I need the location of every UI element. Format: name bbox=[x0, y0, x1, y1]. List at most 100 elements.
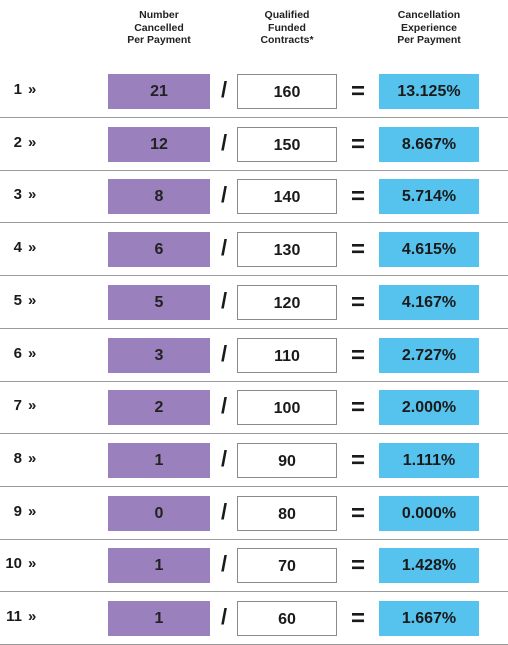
payment-number: 4» bbox=[0, 220, 37, 276]
payment-number-value: 4 bbox=[13, 239, 22, 257]
row-divider bbox=[0, 169, 508, 171]
chevron-right-icon: » bbox=[28, 344, 37, 362]
payment-number-value: 8 bbox=[13, 449, 22, 467]
payment-number: 8» bbox=[0, 431, 37, 487]
cancellation-experience-value: 5.714% bbox=[379, 179, 479, 215]
table-row: 4» 6/130 = 4.615% bbox=[0, 220, 508, 277]
table-row: 11 » 1 / 60 = 1.667% bbox=[0, 589, 508, 645]
header-line: Number bbox=[139, 9, 179, 21]
equals-symbol: = bbox=[350, 552, 365, 580]
payment-number: 7» bbox=[0, 378, 37, 434]
row-divider bbox=[0, 222, 508, 224]
funded-contracts-count: 140 bbox=[237, 179, 337, 215]
chevron-right-icon: » bbox=[28, 186, 37, 204]
row-divider bbox=[0, 433, 508, 435]
payment-number: 10 » bbox=[0, 536, 36, 592]
funded-contracts-count: 60 bbox=[237, 601, 337, 636]
payment-number-value: 6 bbox=[13, 344, 22, 362]
table-row: 5» 5/120 = 4.167% bbox=[0, 273, 508, 329]
header-line: Per Payment bbox=[127, 34, 191, 46]
chevron-right-icon: » bbox=[28, 291, 37, 309]
chevron-right-icon: » bbox=[28, 502, 37, 520]
chevron-right-icon: » bbox=[28, 133, 37, 151]
equals-symbol: = bbox=[350, 341, 365, 369]
chevron-right-icon: » bbox=[28, 449, 37, 467]
equals-symbol: = bbox=[350, 130, 365, 158]
payment-number: 11 » bbox=[0, 589, 36, 645]
divide-symbol: / bbox=[220, 498, 228, 524]
chevron-right-icon: » bbox=[28, 397, 37, 415]
equals-symbol: = bbox=[350, 446, 365, 474]
chevron-right-icon: » bbox=[28, 239, 37, 257]
header-line: Experience bbox=[400, 21, 458, 34]
funded-contracts-count: 160 bbox=[237, 74, 337, 109]
cancellation-experience-value: 4.167% bbox=[379, 284, 479, 320]
equals-symbol: = bbox=[350, 183, 365, 211]
divide-symbol: / bbox=[220, 287, 228, 313]
row-divider bbox=[0, 591, 508, 593]
payment-number: 5» bbox=[0, 273, 37, 329]
payment-number-value: 11 bbox=[6, 608, 22, 625]
divide-symbol: / bbox=[220, 393, 228, 419]
funded-contracts-count: 130 bbox=[237, 232, 337, 268]
funded-contracts-count: 110 bbox=[237, 337, 337, 373]
cancelled-count: 3 bbox=[108, 337, 210, 373]
cancellation-experience-value: 2.727% bbox=[379, 337, 479, 373]
payment-number: 1» bbox=[0, 62, 37, 118]
table-row: 1» 21 / 160 = 13.125% bbox=[0, 62, 508, 118]
divide-symbol: / bbox=[220, 182, 228, 208]
table-row: 8» 1/90 = 1.111% bbox=[0, 431, 508, 487]
cancelled-count: 5 bbox=[108, 284, 210, 320]
funded-contracts-count: 120 bbox=[237, 284, 337, 320]
equals-symbol: = bbox=[350, 236, 365, 264]
divide-symbol: / bbox=[220, 445, 228, 471]
header-line: Contracts* bbox=[260, 34, 314, 46]
equals-symbol: = bbox=[350, 288, 365, 316]
table-row: 10 » 1 / 70 = 1.428% bbox=[0, 536, 508, 593]
cancellation-experience-value: 4.615% bbox=[379, 232, 479, 268]
cancelled-count: 1 bbox=[108, 442, 210, 478]
cancelled-count: 1 bbox=[108, 548, 210, 584]
divide-symbol: / bbox=[220, 77, 228, 102]
payment-number: 2» bbox=[0, 115, 37, 171]
payment-number-value: 9 bbox=[13, 502, 22, 520]
cancelled-count: 6 bbox=[108, 232, 210, 268]
equals-symbol: = bbox=[350, 78, 365, 105]
table-row: 3» 8/140 = 5.714% bbox=[0, 167, 508, 224]
table-row: 6 » 3 / 110 = 2.727% bbox=[0, 326, 508, 382]
header-qualified-funded-contracts: Qualified Funded Contracts* bbox=[237, 9, 337, 47]
divide-symbol: / bbox=[220, 604, 228, 629]
payment-number: 9» bbox=[0, 484, 37, 540]
cancelled-count: 0 bbox=[108, 495, 210, 531]
payment-number: 3» bbox=[0, 167, 37, 223]
header-line: Qualified bbox=[264, 9, 310, 21]
funded-contracts-count: 100 bbox=[237, 390, 337, 426]
payment-number-value: 3 bbox=[13, 186, 22, 204]
cancelled-count: 2 bbox=[108, 390, 210, 426]
cancelled-count: 21 bbox=[108, 74, 210, 109]
chevron-right-icon: » bbox=[28, 555, 37, 573]
cancelled-count: 12 bbox=[108, 126, 210, 162]
payment-number-value: 1 bbox=[13, 81, 22, 98]
header-line: Cancellation bbox=[397, 9, 461, 21]
funded-contracts-count: 70 bbox=[237, 548, 337, 584]
header-cancellation-experience: Cancellation Experience Per Payment bbox=[379, 9, 479, 47]
header-line: Per Payment bbox=[397, 34, 461, 46]
equals-symbol: = bbox=[350, 605, 365, 632]
cancellation-experience-value: 1.667% bbox=[379, 601, 479, 636]
row-divider bbox=[0, 380, 508, 382]
header-line: Cancelled bbox=[134, 21, 184, 34]
cancellation-experience-value: 13.125% bbox=[379, 74, 479, 109]
divide-symbol: / bbox=[220, 551, 228, 577]
cancellation-experience-value: 1.111% bbox=[379, 442, 479, 478]
row-divider bbox=[0, 327, 508, 329]
funded-contracts-count: 80 bbox=[237, 495, 337, 531]
equals-symbol: = bbox=[350, 499, 365, 527]
cancellation-experience-value: 8.667% bbox=[379, 126, 479, 162]
divide-symbol: / bbox=[220, 340, 228, 366]
cancelled-count: 1 bbox=[108, 601, 210, 636]
header-number-cancelled: Number Cancelled Per Payment bbox=[108, 9, 210, 47]
payment-number-value: 5 bbox=[13, 291, 22, 309]
funded-contracts-count: 90 bbox=[237, 442, 337, 478]
table-row: 9» 0/80 = 0.000% bbox=[0, 484, 508, 540]
